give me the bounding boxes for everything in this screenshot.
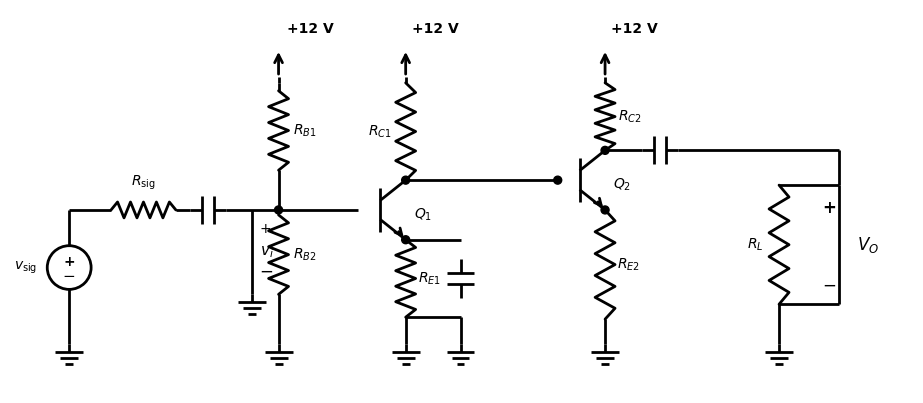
- Text: $R_\mathrm{sig}$: $R_\mathrm{sig}$: [131, 174, 156, 192]
- Circle shape: [402, 236, 410, 244]
- Text: $R_{C1}$: $R_{C1}$: [368, 123, 391, 140]
- Text: $Q_1$: $Q_1$: [414, 207, 432, 223]
- Text: $R_{B1}$: $R_{B1}$: [293, 122, 316, 139]
- Text: −: −: [822, 276, 836, 294]
- Circle shape: [601, 206, 609, 214]
- Text: $R_L$: $R_L$: [747, 237, 763, 253]
- Text: −: −: [259, 262, 273, 280]
- Circle shape: [554, 176, 562, 184]
- Text: $V_O$: $V_O$: [857, 235, 879, 255]
- Circle shape: [274, 206, 282, 214]
- Text: −: −: [63, 269, 76, 284]
- Text: $R_{C2}$: $R_{C2}$: [618, 108, 641, 125]
- Text: $R_{B2}$: $R_{B2}$: [293, 246, 316, 263]
- Circle shape: [402, 176, 410, 184]
- Text: +: +: [259, 222, 271, 236]
- Circle shape: [601, 146, 609, 154]
- Text: +: +: [64, 255, 75, 268]
- Text: +: +: [822, 199, 836, 217]
- Text: +12 V: +12 V: [412, 22, 459, 36]
- Text: $Q_2$: $Q_2$: [613, 177, 631, 193]
- Text: +12 V: +12 V: [286, 22, 333, 36]
- Text: $R_{E1}$: $R_{E1}$: [417, 270, 440, 287]
- Text: $v_\mathrm{sig}$: $v_\mathrm{sig}$: [14, 260, 37, 276]
- Text: $R_{E2}$: $R_{E2}$: [617, 256, 640, 273]
- Text: +12 V: +12 V: [611, 22, 658, 36]
- Text: $v_i$: $v_i$: [259, 244, 273, 260]
